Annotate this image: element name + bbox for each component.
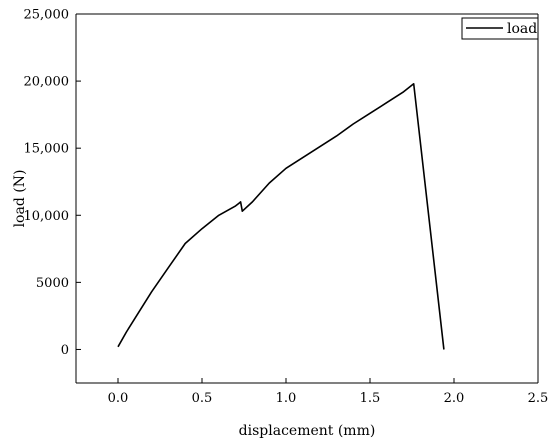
y-axis-ticks: 0 5000 10,000 15,000 20,000 25,000 (24, 8, 81, 358)
x-axis-ticks: 0.0 0.5 1.0 1.5 2.0 2.5 (108, 378, 549, 406)
y-tick-label: 5000 (36, 276, 69, 291)
x-tick-label: 1.5 (360, 391, 381, 406)
x-tick-label: 2.5 (528, 391, 549, 406)
x-tick-label: 0.5 (192, 391, 213, 406)
y-tick-label: 0 (61, 343, 69, 358)
y-axis-title: load (N) (12, 170, 28, 228)
legend-label: load (507, 21, 537, 37)
series-line-load (117, 83, 445, 350)
y-tick-label: 25,000 (24, 8, 70, 23)
legend: load (461, 17, 539, 40)
plot-area (75, 13, 539, 384)
x-tick-label: 1.0 (276, 391, 297, 406)
x-axis-title: displacement (mm) (239, 423, 376, 439)
x-tick-label: 0.0 (108, 391, 129, 406)
series-group (117, 83, 445, 350)
y-tick-label: 20,000 (24, 75, 70, 90)
y-tick-label: 15,000 (24, 142, 70, 157)
y-tick-label: 10,000 (24, 209, 70, 224)
x-tick-label: 2.0 (444, 391, 465, 406)
